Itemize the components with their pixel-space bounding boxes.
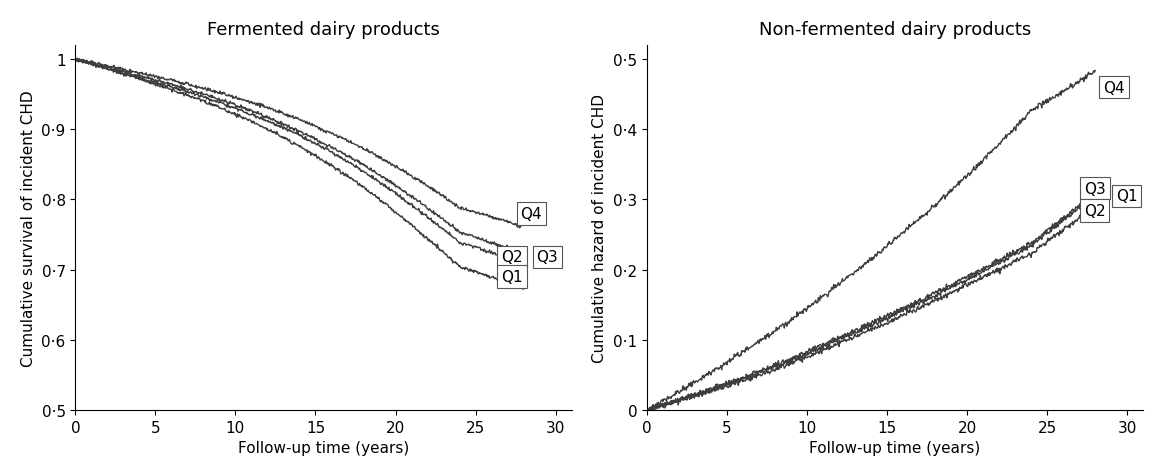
Title: Fermented dairy products: Fermented dairy products (207, 21, 440, 39)
Y-axis label: Cumulative hazard of incident CHD: Cumulative hazard of incident CHD (592, 94, 608, 362)
Title: Non-fermented dairy products: Non-fermented dairy products (759, 21, 1031, 39)
Text: Q4: Q4 (1103, 80, 1124, 95)
Text: Q3: Q3 (1084, 181, 1106, 196)
Text: Q1: Q1 (1116, 189, 1137, 204)
Text: Q2: Q2 (502, 250, 523, 265)
Y-axis label: Cumulative survival of incident CHD: Cumulative survival of incident CHD (21, 90, 36, 366)
Text: Q1: Q1 (502, 269, 523, 285)
Text: Q3: Q3 (537, 250, 558, 265)
X-axis label: Follow-up time (years): Follow-up time (years) (237, 440, 409, 455)
X-axis label: Follow-up time (years): Follow-up time (years) (809, 440, 981, 455)
Text: Q4: Q4 (520, 207, 542, 221)
Text: Q2: Q2 (1084, 204, 1106, 218)
